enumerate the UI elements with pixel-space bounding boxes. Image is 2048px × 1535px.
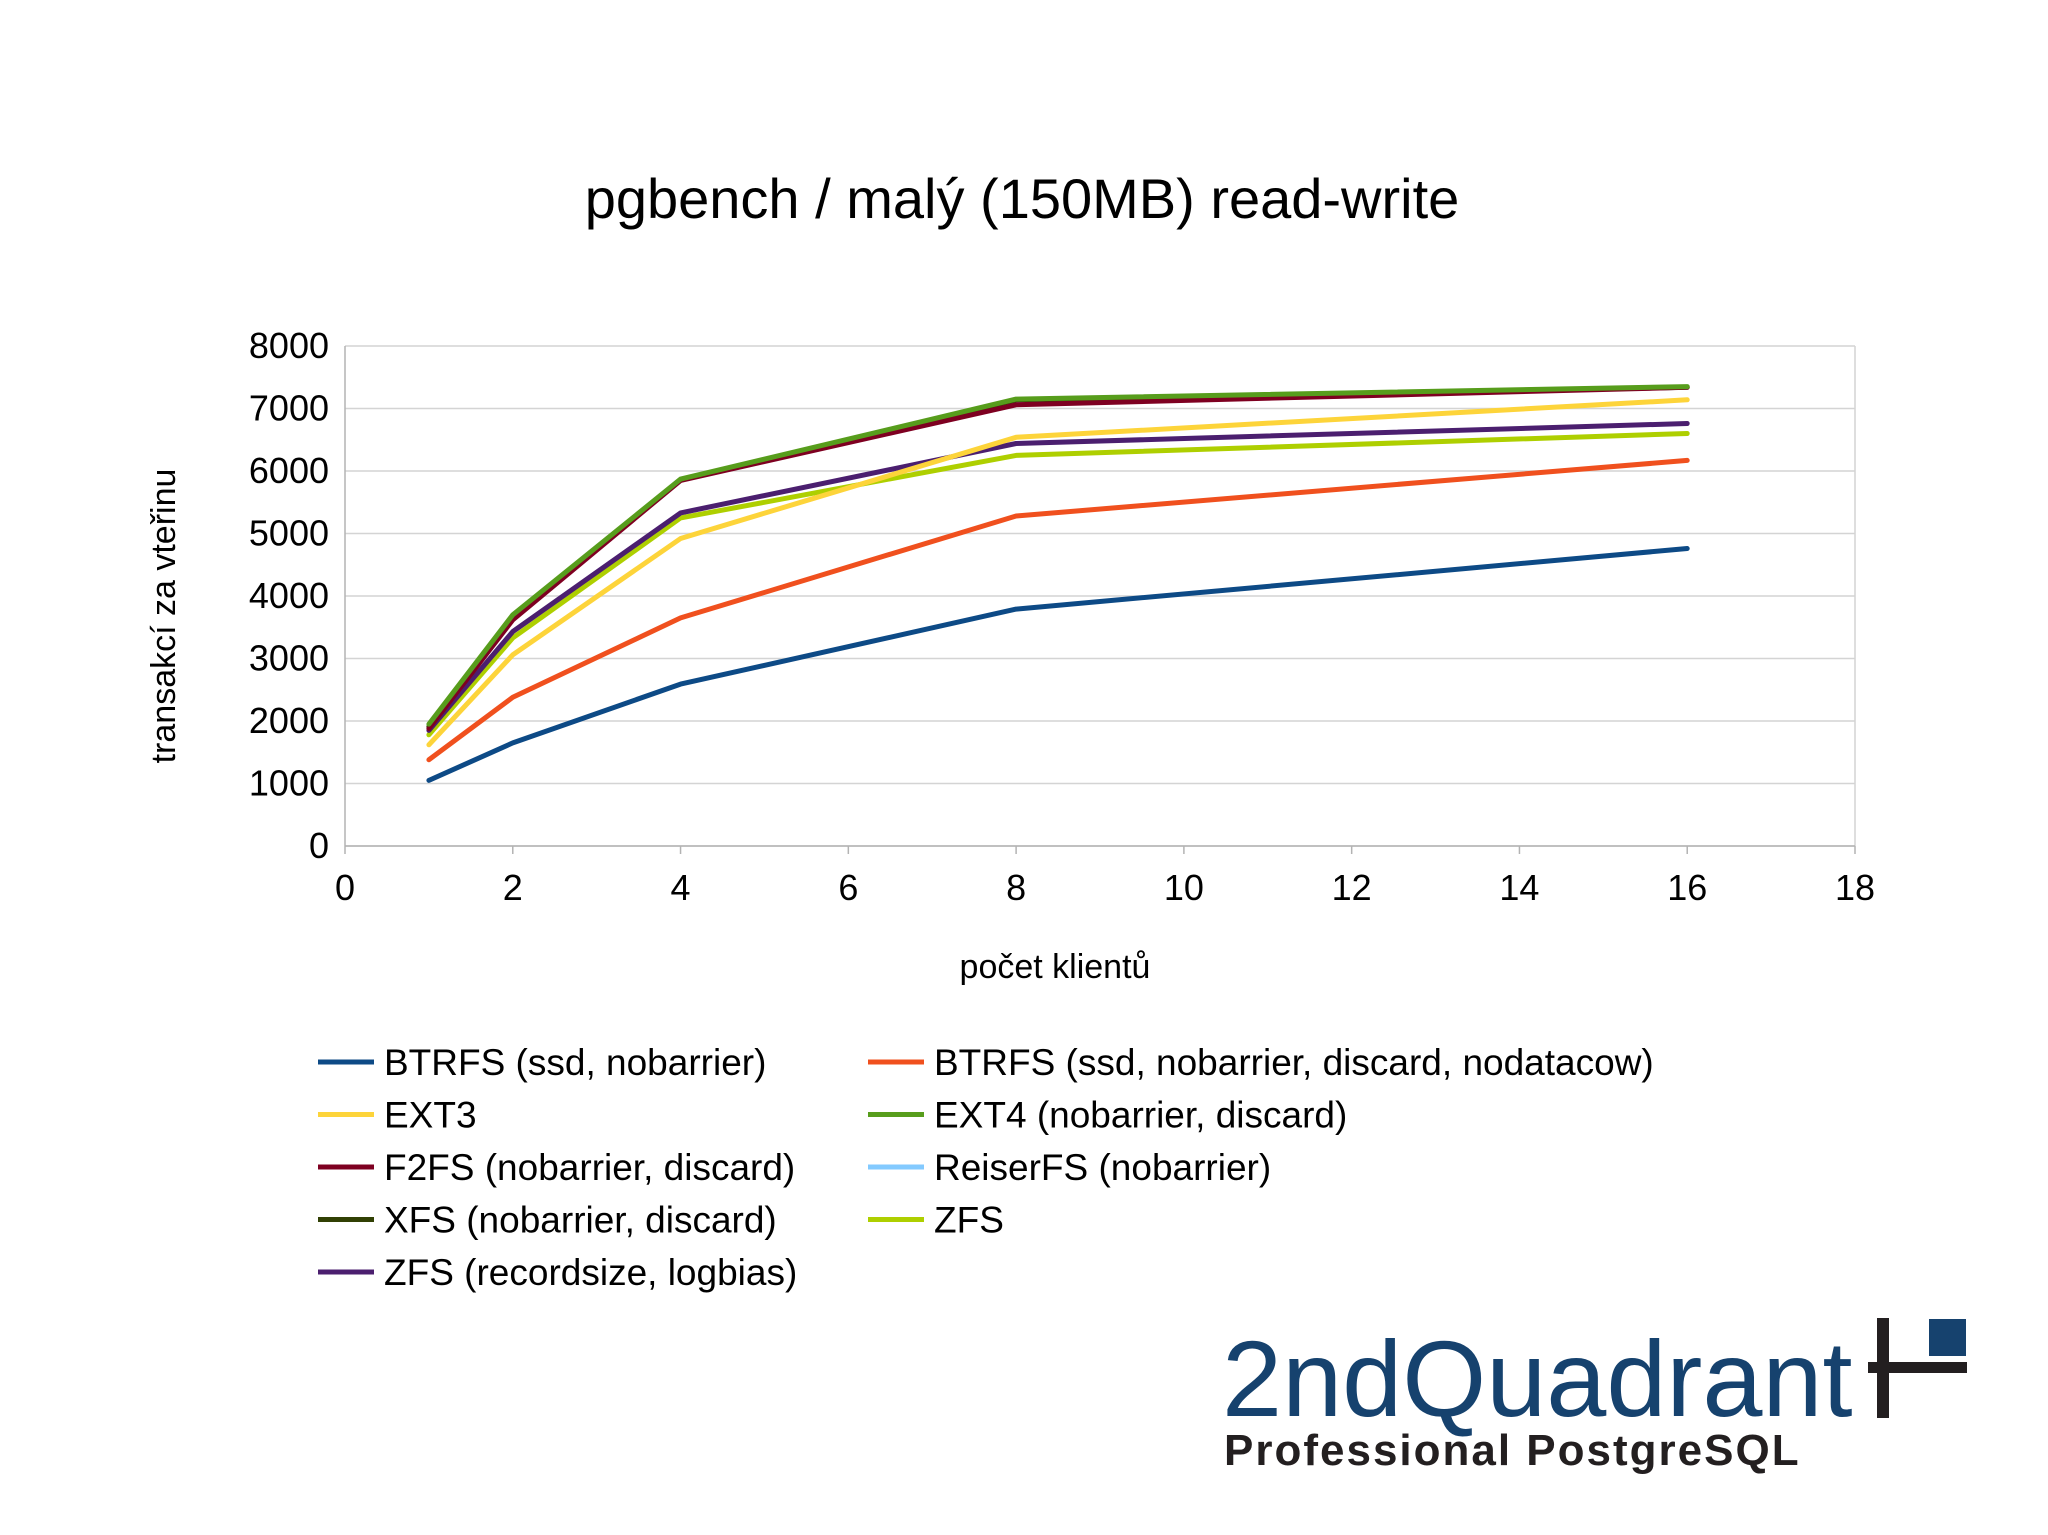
logo-cross-horizontal (1868, 1362, 1967, 1373)
plot-frame (344, 346, 1856, 847)
y-tick-label: 3000 (249, 638, 329, 679)
logo: 2ndQuadrant Professional PostgreSQL (1222, 1318, 1967, 1475)
legend-label: ReiserFS (nobarrier) (934, 1147, 1271, 1188)
legend-item: BTRFS (ssd, nobarrier) (318, 1042, 766, 1083)
logo-wordmark: 2ndQuadrant (1222, 1318, 1853, 1439)
y-tick-label: 0 (309, 825, 329, 866)
legend-label: F2FS (nobarrier, discard) (384, 1147, 795, 1188)
legend-item: EXT3 (318, 1095, 477, 1136)
x-tick-label: 14 (1499, 867, 1539, 908)
x-tick-label: 18 (1835, 867, 1875, 908)
logo-tagline: Professional PostgreSQL (1224, 1426, 1801, 1475)
series-line (426, 397, 1690, 748)
x-tick-label: 8 (1006, 867, 1026, 908)
y-axis-label: transakcí za vteřinu (145, 469, 183, 764)
y-tick-label: 2000 (249, 700, 329, 741)
x-tick-label: 6 (838, 867, 858, 908)
legend-label: ZFS (recordsize, logbias) (384, 1252, 797, 1293)
series-lines (426, 384, 1690, 783)
y-ticks: 0 1000 2000 3000 4000 5000 6000 7000 8000 (249, 325, 329, 866)
series-line (426, 421, 1690, 733)
logo-square-icon (1929, 1319, 1966, 1356)
y-tick-label: 4000 (249, 575, 329, 616)
series-line (426, 546, 1690, 783)
x-tick-label: 4 (671, 867, 691, 908)
x-tick-label: 0 (335, 867, 355, 908)
y-tick-label: 1000 (249, 763, 329, 804)
legend-item: ZFS (868, 1200, 1004, 1241)
chart-title: pgbench / malý (150MB) read-write (585, 167, 1460, 230)
legend-label: EXT4 (nobarrier, discard) (934, 1095, 1347, 1136)
y-tick-label: 5000 (249, 513, 329, 554)
legend-label: XFS (nobarrier, discard) (384, 1200, 777, 1241)
legend-item: BTRFS (ssd, nobarrier, discard, nodataco… (868, 1042, 1654, 1083)
y-tick-label: 8000 (249, 325, 329, 366)
series-line (426, 384, 1690, 727)
legend-label: BTRFS (ssd, nobarrier, discard, nodataco… (934, 1042, 1654, 1083)
legend: BTRFS (ssd, nobarrier) BTRFS (ssd, nobarr… (318, 1042, 1654, 1293)
legend-item: EXT4 (nobarrier, discard) (868, 1095, 1347, 1136)
legend-item: F2FS (nobarrier, discard) (318, 1147, 795, 1188)
legend-item: ZFS (recordsize, logbias) (318, 1252, 797, 1293)
y-tick-label: 6000 (249, 450, 329, 491)
x-tick-label: 10 (1164, 867, 1204, 908)
x-tick-label: 2 (503, 867, 523, 908)
legend-label: ZFS (934, 1200, 1004, 1241)
x-ticks: 0 2 4 6 8 10 12 14 16 18 (335, 846, 1875, 908)
x-tick-label: 12 (1332, 867, 1372, 908)
x-tick-label: 16 (1667, 867, 1707, 908)
legend-label: EXT3 (384, 1095, 477, 1136)
series-line (426, 457, 1690, 763)
x-axis-label: počet klientů (960, 948, 1151, 986)
y-tick-label: 7000 (249, 388, 329, 429)
legend-item: ReiserFS (nobarrier) (868, 1147, 1271, 1188)
series-line (426, 431, 1690, 738)
legend-item: XFS (nobarrier, discard) (318, 1200, 777, 1241)
legend-label: BTRFS (ssd, nobarrier) (384, 1042, 766, 1083)
